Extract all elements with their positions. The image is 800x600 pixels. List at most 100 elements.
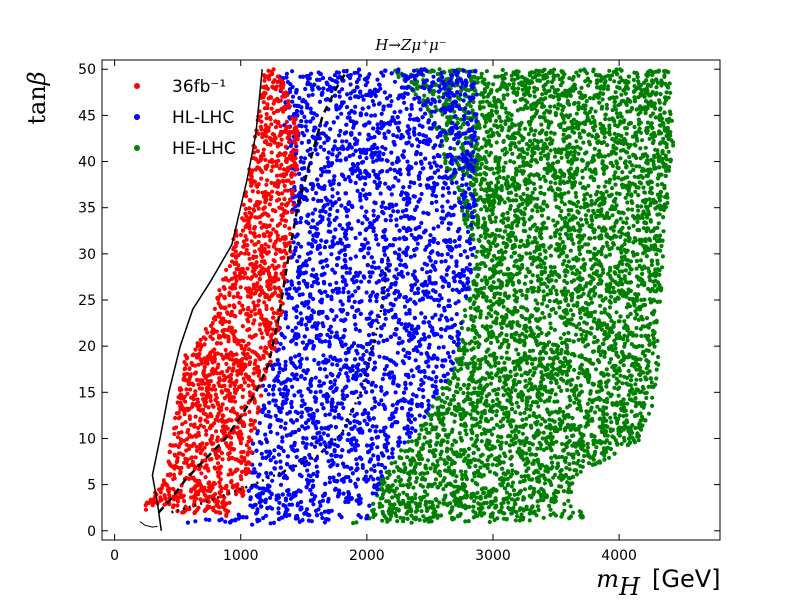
scatter-point — [562, 426, 568, 432]
scatter-point — [588, 296, 594, 301]
scatter-point — [583, 79, 588, 84]
scatter-point — [553, 112, 559, 117]
scatter-point — [574, 139, 579, 144]
scatter-point — [581, 329, 586, 334]
scatter-point — [492, 95, 497, 100]
scatter-point — [580, 336, 585, 341]
scatter-point — [636, 193, 641, 198]
scatter-point — [668, 90, 673, 95]
scatter-point — [522, 487, 528, 492]
scatter-point — [528, 226, 533, 231]
scatter-point — [564, 435, 570, 440]
scatter-point — [536, 78, 541, 83]
scatter-point — [532, 132, 537, 138]
scatter-point — [541, 201, 546, 206]
scatter-point — [549, 278, 554, 283]
scatter-point — [484, 69, 489, 74]
scatter-point — [618, 111, 623, 116]
scatter-point — [545, 284, 550, 289]
scatter-point — [436, 416, 441, 421]
scatter-point — [461, 382, 467, 387]
scatter-point — [559, 209, 564, 214]
scatter-point — [631, 223, 636, 228]
scatter-point — [475, 274, 480, 279]
scatter-point — [476, 458, 481, 463]
scatter-point — [539, 356, 544, 361]
scatter-point — [453, 479, 458, 484]
scatter-point — [508, 398, 513, 403]
scatter-point — [545, 304, 550, 309]
scatter-point — [527, 414, 532, 419]
scatter-point — [664, 157, 669, 162]
scatter-point — [614, 111, 620, 116]
scatter-point — [418, 483, 423, 488]
scatter-point — [581, 197, 587, 202]
scatter-point — [562, 278, 567, 283]
scatter-point — [589, 266, 594, 271]
scatter-point — [623, 126, 628, 131]
scatter-point — [440, 392, 446, 397]
scatter-point — [577, 424, 582, 429]
scatter-point — [514, 509, 519, 515]
scatter-point — [611, 373, 616, 378]
scatter-point — [657, 272, 662, 277]
scatter-point — [596, 184, 601, 189]
scatter-point — [633, 382, 638, 387]
scatter-point — [626, 355, 631, 360]
scatter-point — [635, 413, 640, 418]
scatter-point — [618, 373, 623, 378]
scatter-point — [548, 180, 553, 185]
scatter-point — [619, 250, 624, 255]
scatter-point — [596, 281, 601, 286]
scatter-point — [592, 309, 598, 314]
scatter-point — [547, 417, 552, 422]
scatter-point — [574, 194, 579, 199]
scatter-point — [559, 467, 564, 473]
scatter-point — [371, 501, 376, 506]
scatter-point — [604, 367, 609, 372]
scatter-point — [480, 99, 485, 104]
scatter-point — [505, 338, 510, 343]
scatter-point — [671, 143, 676, 148]
scatter-point — [634, 164, 639, 169]
scatter-point — [660, 238, 665, 243]
scatter-point — [545, 407, 550, 412]
scatter-point — [522, 474, 527, 479]
scatter-point — [465, 214, 470, 219]
scatter-point — [626, 235, 632, 241]
scatter-point — [566, 168, 571, 173]
scatter-point — [655, 286, 661, 292]
scatter-point — [494, 227, 499, 233]
scatter-point — [559, 195, 564, 200]
scatter-point — [488, 340, 494, 345]
scatter-point — [441, 487, 446, 492]
scatter-point — [479, 410, 485, 415]
scatter-point — [639, 333, 644, 339]
scatter-point — [404, 482, 410, 488]
scatter-point — [651, 336, 656, 341]
scatter-point — [452, 484, 457, 489]
scatter-point — [560, 262, 566, 267]
scatter-point — [536, 285, 541, 290]
scatter-point — [549, 388, 554, 393]
scatter-point — [619, 114, 624, 119]
scatter-point — [473, 306, 478, 311]
scatter-point — [612, 176, 617, 181]
scatter-point — [513, 501, 518, 507]
scatter-point — [608, 314, 613, 320]
scatter-point — [484, 383, 489, 388]
scatter-point — [657, 193, 662, 198]
scatter-point — [583, 217, 589, 222]
scatter-point — [479, 162, 484, 167]
scatter-point — [541, 488, 546, 493]
scatter-point — [615, 386, 621, 391]
scatter-point — [557, 213, 563, 218]
scatter-point — [609, 160, 614, 165]
scatter-point — [649, 384, 654, 389]
scatter-point — [554, 288, 559, 293]
scatter-point — [532, 186, 537, 192]
scatter-point — [652, 344, 657, 349]
scatter-point — [512, 365, 518, 370]
scatter-point — [565, 98, 571, 104]
scatter-point — [613, 182, 618, 187]
